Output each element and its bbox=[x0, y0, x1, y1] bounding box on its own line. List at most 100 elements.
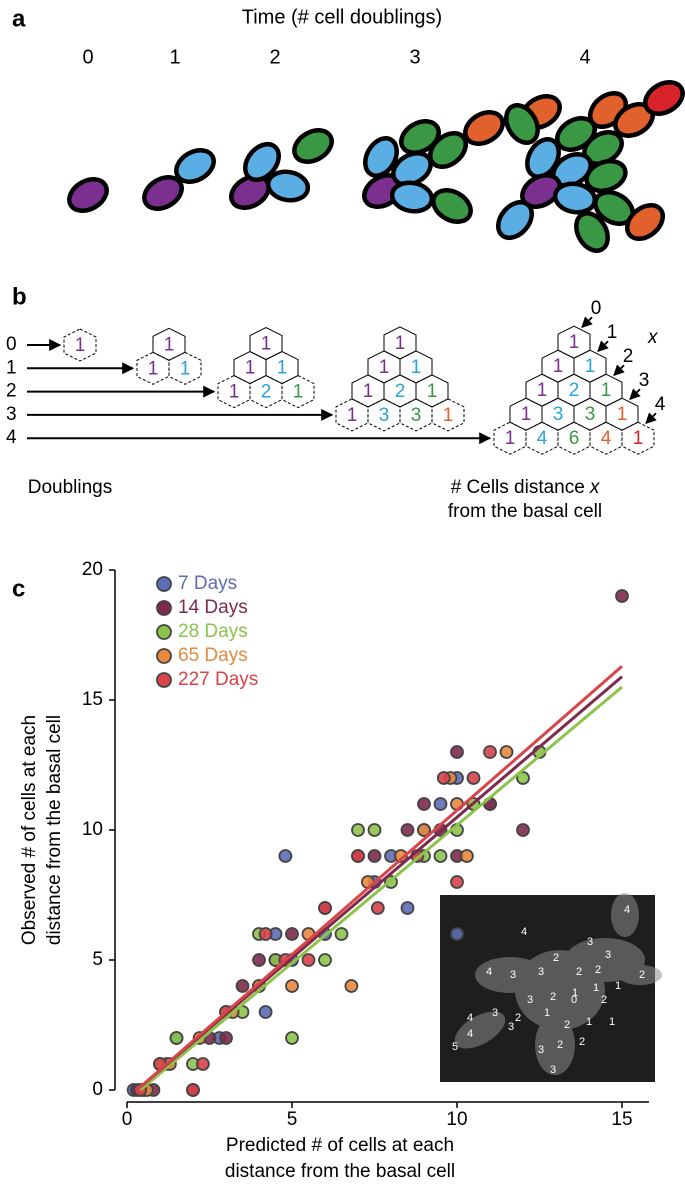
doubling-label: 2 bbox=[6, 381, 17, 402]
hex-count: 1 bbox=[633, 428, 644, 449]
point bbox=[195, 1057, 210, 1071]
point bbox=[285, 927, 299, 941]
hex-count: 1 bbox=[293, 382, 304, 403]
point bbox=[367, 823, 382, 837]
inset-label: 1 bbox=[572, 987, 578, 999]
x-axis-label: Predicted # of cells at each bbox=[226, 1135, 454, 1156]
point bbox=[186, 1083, 200, 1097]
distance-label: 1 bbox=[607, 322, 618, 343]
inset-label: 3 bbox=[605, 949, 611, 961]
hexagon bbox=[431, 398, 465, 432]
panel-label: c bbox=[12, 575, 25, 602]
legend-label: 227 Days bbox=[178, 669, 258, 690]
inset-label: 1 bbox=[593, 982, 599, 994]
inset-label: 2 bbox=[553, 952, 559, 964]
inset-label: 3 bbox=[527, 994, 533, 1006]
y-axis-label: Observed # of cells at each bbox=[19, 715, 40, 945]
distance-arrow bbox=[613, 364, 625, 376]
hex-count: 4 bbox=[537, 428, 548, 449]
x-tick-label: 10 bbox=[446, 1109, 467, 1130]
legend-label: 7 Days bbox=[178, 573, 237, 594]
point bbox=[516, 771, 530, 785]
inset-label: 2 bbox=[564, 1019, 570, 1031]
time-label: 3 bbox=[409, 46, 420, 68]
hex-count: 1 bbox=[521, 404, 532, 425]
inset-label: 4 bbox=[467, 1012, 473, 1024]
point bbox=[252, 953, 266, 967]
distance-arrow bbox=[629, 388, 641, 400]
point bbox=[433, 849, 448, 863]
inset-label: 2 bbox=[595, 964, 601, 976]
hex-count: 1 bbox=[261, 334, 272, 355]
point bbox=[400, 823, 415, 837]
point bbox=[318, 953, 332, 967]
hex-count: 2 bbox=[569, 380, 580, 401]
point bbox=[235, 979, 250, 993]
hex-count: 3 bbox=[379, 405, 390, 426]
point bbox=[367, 849, 382, 863]
hex-count: 6 bbox=[569, 428, 580, 449]
inset-label: 3 bbox=[508, 1021, 514, 1033]
y-tick-label: 20 bbox=[82, 559, 103, 580]
hexagon bbox=[621, 421, 655, 455]
point bbox=[169, 1031, 184, 1045]
hex-count: 1 bbox=[553, 356, 564, 377]
point bbox=[318, 901, 332, 915]
inset-label: 3 bbox=[538, 966, 544, 978]
distance-label: 0 bbox=[591, 298, 602, 319]
hex-count: 1 bbox=[277, 358, 288, 379]
inset-label: 2 bbox=[515, 1012, 521, 1024]
hex-count: 1 bbox=[180, 358, 191, 379]
doubling-label: 1 bbox=[6, 357, 17, 378]
hex-count: 1 bbox=[164, 334, 175, 355]
point bbox=[436, 771, 451, 785]
fit-line bbox=[135, 665, 623, 1092]
hex-count: 1 bbox=[245, 358, 256, 379]
point bbox=[483, 745, 497, 759]
y-tick-label: 0 bbox=[92, 1079, 103, 1100]
hex-count: 1 bbox=[229, 382, 240, 403]
hexagon bbox=[168, 351, 202, 385]
hex-count: 2 bbox=[261, 382, 272, 403]
y-tick-label: 10 bbox=[82, 819, 103, 840]
fit-line bbox=[139, 685, 623, 1092]
inset-label: 3 bbox=[550, 1064, 556, 1076]
point bbox=[344, 979, 359, 993]
hex-count: 1 bbox=[427, 381, 438, 402]
panel-label: a bbox=[12, 5, 26, 32]
inset-label: 3 bbox=[492, 1007, 498, 1019]
hexagon bbox=[63, 328, 97, 362]
caption: from the basal cell bbox=[448, 501, 602, 522]
inset-label: 1 bbox=[609, 1016, 615, 1028]
hex-count: 1 bbox=[443, 405, 454, 426]
point bbox=[450, 745, 464, 759]
hex-count: 4 bbox=[601, 428, 612, 449]
inset-label: 4 bbox=[624, 904, 630, 916]
point bbox=[459, 849, 474, 863]
x-axis-label: distance from the basal cell bbox=[225, 1161, 455, 1182]
legend-marker bbox=[156, 672, 172, 688]
inset-label: 2 bbox=[557, 1039, 563, 1051]
point bbox=[499, 745, 514, 759]
x-tick-label: 15 bbox=[611, 1109, 632, 1130]
x-tick-label: 5 bbox=[287, 1109, 298, 1130]
hex-count: 1 bbox=[148, 358, 159, 379]
legend-label: 65 Days bbox=[178, 645, 248, 666]
legend-label: 28 Days bbox=[178, 621, 248, 642]
point bbox=[466, 771, 481, 785]
point bbox=[285, 1031, 299, 1045]
distance-label: 4 bbox=[655, 394, 666, 415]
point bbox=[417, 823, 431, 837]
x-tick-label: 0 bbox=[122, 1109, 133, 1130]
inset-label: 1 bbox=[544, 1007, 550, 1019]
legend-marker bbox=[156, 648, 172, 664]
point bbox=[351, 849, 365, 863]
distance-label: 3 bbox=[639, 370, 650, 391]
hex-count: 1 bbox=[411, 357, 422, 378]
inset-label: 3 bbox=[510, 969, 516, 981]
distance-arrow bbox=[597, 340, 609, 352]
inset-label: 2 bbox=[579, 1036, 585, 1048]
inset-label: 3 bbox=[587, 936, 593, 948]
hex-count: 3 bbox=[553, 404, 564, 425]
